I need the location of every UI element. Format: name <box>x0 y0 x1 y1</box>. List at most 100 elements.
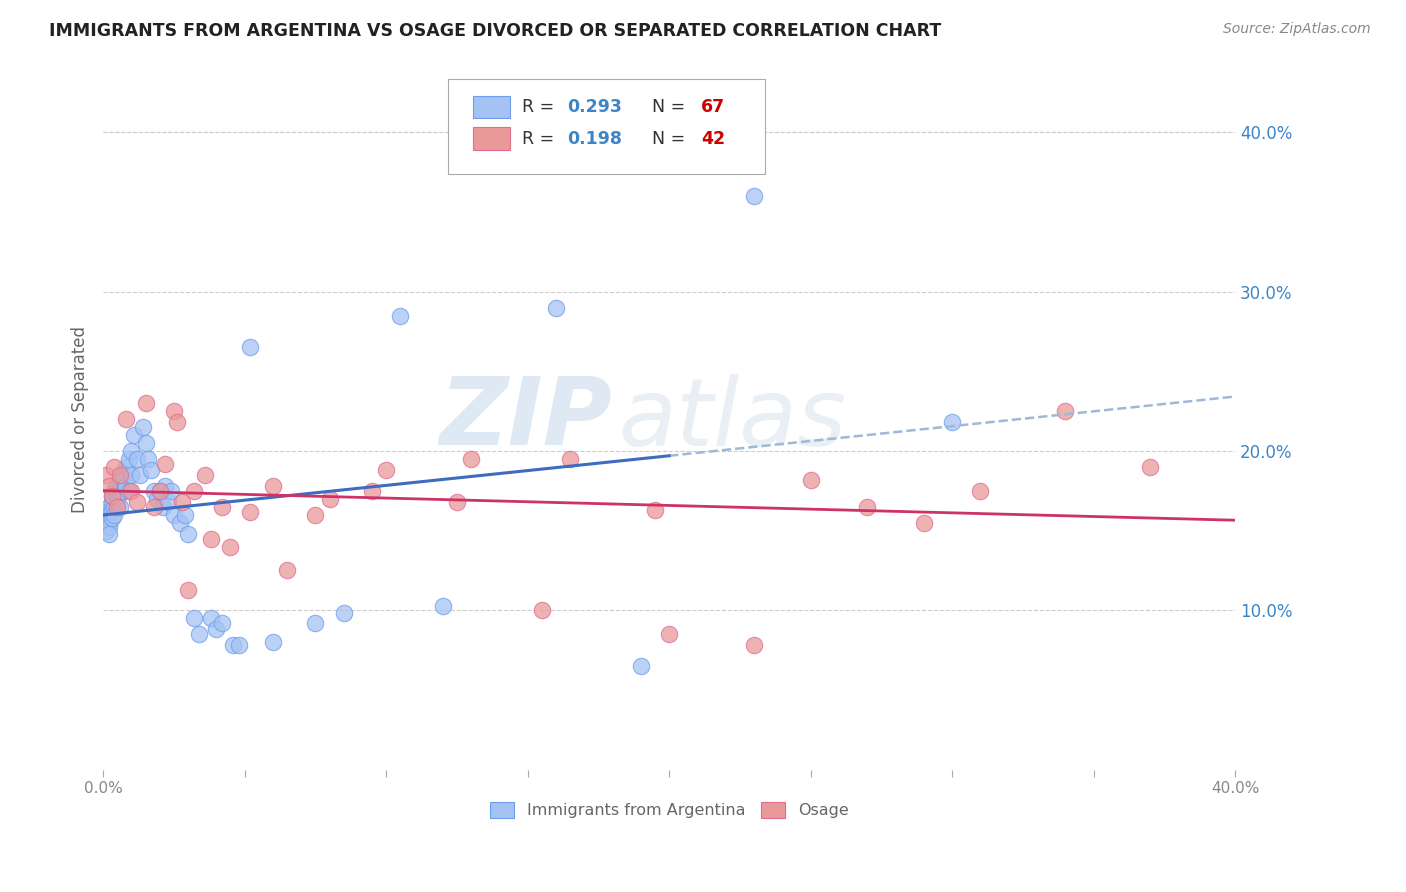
Point <box>318 491 340 506</box>
Point <box>143 500 166 514</box>
Point <box>211 500 233 514</box>
Point <box>200 611 222 625</box>
Point <box>97 526 120 541</box>
FancyBboxPatch shape <box>474 95 509 119</box>
Text: 0.293: 0.293 <box>567 98 623 116</box>
Point <box>389 309 412 323</box>
Point <box>149 483 172 498</box>
Point <box>155 479 177 493</box>
Point <box>117 451 139 466</box>
Point <box>742 189 765 203</box>
Point <box>544 301 567 315</box>
Point <box>200 532 222 546</box>
Point <box>97 479 120 493</box>
Point <box>172 495 194 509</box>
Point <box>141 463 163 477</box>
Point <box>108 483 131 498</box>
Point <box>103 500 125 514</box>
Point <box>239 340 262 354</box>
Point <box>160 483 183 498</box>
Point <box>120 444 142 458</box>
Point <box>114 459 136 474</box>
Point <box>120 467 142 482</box>
Point <box>149 483 172 498</box>
FancyBboxPatch shape <box>449 79 765 174</box>
Point <box>94 511 117 525</box>
Point <box>530 603 553 617</box>
Point <box>94 524 117 538</box>
Point <box>166 415 188 429</box>
Point <box>100 503 122 517</box>
Point <box>120 483 142 498</box>
Point <box>630 659 652 673</box>
Point <box>111 483 134 498</box>
Text: Source: ZipAtlas.com: Source: ZipAtlas.com <box>1223 22 1371 37</box>
Point <box>94 516 117 530</box>
Point <box>219 540 242 554</box>
Point <box>108 473 131 487</box>
Point <box>135 436 157 450</box>
Point <box>183 483 205 498</box>
Text: R =: R = <box>522 129 560 148</box>
Text: ZIP: ZIP <box>440 373 613 465</box>
Point <box>222 638 245 652</box>
Point <box>228 638 250 652</box>
Point <box>276 564 298 578</box>
Point <box>100 511 122 525</box>
Text: IMMIGRANTS FROM ARGENTINA VS OSAGE DIVORCED OR SEPARATED CORRELATION CHART: IMMIGRANTS FROM ARGENTINA VS OSAGE DIVOR… <box>49 22 942 40</box>
Point <box>262 635 284 649</box>
Text: R =: R = <box>522 98 560 116</box>
Point <box>1054 404 1077 418</box>
Point <box>446 495 468 509</box>
Point <box>127 495 149 509</box>
Point <box>800 473 823 487</box>
FancyBboxPatch shape <box>474 128 509 150</box>
Text: atlas: atlas <box>619 374 846 465</box>
Point <box>644 503 666 517</box>
Point <box>558 451 581 466</box>
Point <box>94 467 117 482</box>
Point <box>94 504 117 518</box>
Point <box>375 463 398 477</box>
Point <box>177 582 200 597</box>
Point <box>163 404 186 418</box>
Point <box>174 508 197 522</box>
Point <box>127 451 149 466</box>
Text: N =: N = <box>641 129 690 148</box>
Point <box>361 483 384 498</box>
Point <box>163 508 186 522</box>
Point <box>132 420 155 434</box>
Point <box>105 479 128 493</box>
Point <box>146 491 169 506</box>
Point <box>111 467 134 482</box>
Text: 42: 42 <box>700 129 725 148</box>
Point <box>941 415 963 429</box>
Point <box>97 520 120 534</box>
Point <box>169 516 191 530</box>
Point <box>460 451 482 466</box>
Point <box>105 500 128 514</box>
Point <box>304 615 326 630</box>
Point <box>211 615 233 630</box>
Point <box>912 516 935 530</box>
Point <box>262 479 284 493</box>
Point <box>114 479 136 493</box>
Point <box>188 627 211 641</box>
Point <box>742 638 765 652</box>
Point <box>155 457 177 471</box>
Point <box>969 483 991 498</box>
Point <box>205 623 228 637</box>
Point <box>117 483 139 498</box>
Point <box>432 599 454 613</box>
Point <box>135 396 157 410</box>
Point <box>100 489 122 503</box>
Point <box>239 504 262 518</box>
Point <box>103 508 125 522</box>
Text: N =: N = <box>641 98 690 116</box>
Point <box>1139 459 1161 474</box>
Point <box>103 491 125 506</box>
Point <box>94 508 117 522</box>
Point <box>103 483 125 498</box>
Point <box>304 508 326 522</box>
Point <box>97 516 120 530</box>
